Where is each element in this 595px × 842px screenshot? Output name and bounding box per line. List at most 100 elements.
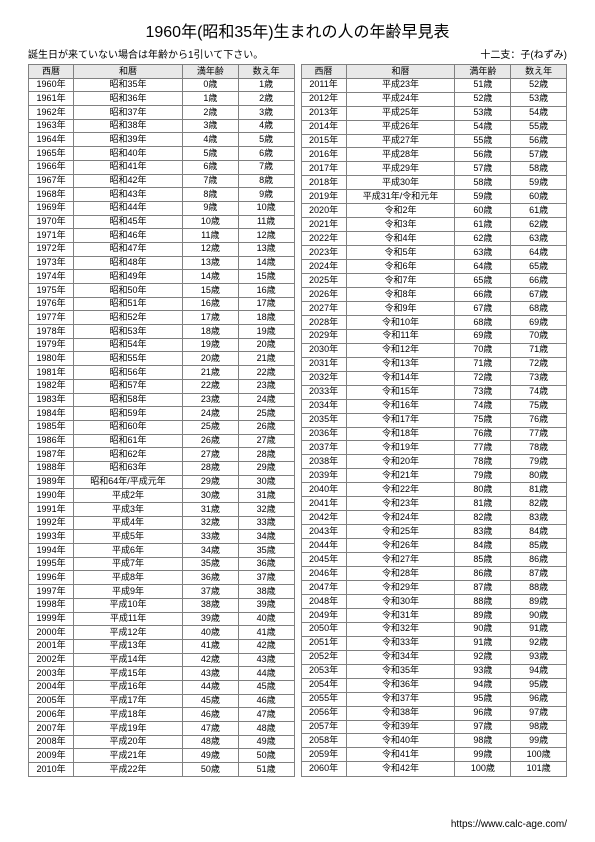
table-row: 2042年令和24年82歳83歳 (301, 511, 567, 525)
table-cell: 53歳 (455, 106, 511, 120)
table-cell: 昭和44年 (74, 201, 183, 215)
table-cell: 1991年 (29, 503, 74, 517)
table-cell: 昭和58年 (74, 393, 183, 407)
table-cell: 43歳 (182, 667, 238, 681)
table-cell: 24歳 (238, 393, 294, 407)
table-cell: 令和37年 (346, 692, 455, 706)
table-cell: 2047年 (301, 581, 346, 595)
table-cell: 40歳 (182, 626, 238, 640)
table-row: 2059年令和41年99歳100歳 (301, 748, 567, 762)
table-cell: 1970年 (29, 215, 74, 229)
table-cell: 令和42年 (346, 762, 455, 776)
table-cell: 令和12年 (346, 343, 455, 357)
table-row: 1975年昭和50年15歳16歳 (29, 284, 295, 298)
table-cell: 1982年 (29, 379, 74, 393)
table-cell: 76歳 (511, 413, 567, 427)
table-row: 2020年令和2年60歳61歳 (301, 204, 567, 218)
table-cell: 1993年 (29, 530, 74, 544)
table-cell: 88歳 (511, 581, 567, 595)
col-wareki: 和暦 (74, 65, 183, 79)
table-row: 2026年令和8年66歳67歳 (301, 287, 567, 301)
table-row: 1962年昭和37年2歳3歳 (29, 106, 295, 120)
table-cell: 2030年 (301, 343, 346, 357)
table-cell: 50歳 (238, 749, 294, 763)
table-cell: 平成9年 (74, 585, 183, 599)
table-cell: 2000年 (29, 626, 74, 640)
table-row: 1963年昭和38年3歳4歳 (29, 119, 295, 133)
table-cell: 1992年 (29, 516, 74, 530)
table-row: 1973年昭和48年13歳14歳 (29, 256, 295, 270)
table-row: 2060年令和42年100歳101歳 (301, 762, 567, 776)
table-row: 2048年令和30年88歳89歳 (301, 594, 567, 608)
table-row: 1968年昭和43年8歳9歳 (29, 188, 295, 202)
table-cell: 2014年 (301, 120, 346, 134)
table-cell: 58歳 (511, 162, 567, 176)
table-cell: 昭和62年 (74, 448, 183, 462)
table-cell: 1996年 (29, 571, 74, 585)
table-row: 1990年平成2年30歳31歳 (29, 489, 295, 503)
table-cell: 33歳 (182, 530, 238, 544)
table-cell: 21歳 (182, 366, 238, 380)
table-cell: 2060年 (301, 762, 346, 776)
table-cell: 48歳 (182, 735, 238, 749)
table-cell: 1969年 (29, 201, 74, 215)
table-cell: 令和26年 (346, 539, 455, 553)
col-western: 西暦 (301, 65, 346, 79)
table-row: 2052年令和34年92歳93歳 (301, 650, 567, 664)
table-cell: 17歳 (238, 297, 294, 311)
table-cell: 31歳 (238, 489, 294, 503)
table-row: 2019年平成31年/令和元年59歳60歳 (301, 190, 567, 204)
table-cell: 昭和59年 (74, 407, 183, 421)
table-row: 2045年令和27年85歳86歳 (301, 553, 567, 567)
table-cell: 令和35年 (346, 664, 455, 678)
table-cell: 59歳 (511, 176, 567, 190)
table-cell: 75歳 (511, 399, 567, 413)
table-cell: 38歳 (238, 585, 294, 599)
table-row: 2056年令和38年96歳97歳 (301, 706, 567, 720)
table-cell: 令和24年 (346, 511, 455, 525)
table-cell: 令和28年 (346, 567, 455, 581)
table-cell: 令和41年 (346, 748, 455, 762)
table-cell: 1997年 (29, 585, 74, 599)
table-cell: 48歳 (238, 722, 294, 736)
table-cell: 58歳 (455, 176, 511, 190)
table-row: 2051年令和33年91歳92歳 (301, 636, 567, 650)
table-cell: 1974年 (29, 270, 74, 284)
table-cell: 平成23年 (346, 78, 455, 92)
table-cell: 昭和61年 (74, 434, 183, 448)
table-cell: 101歳 (511, 762, 567, 776)
table-cell: 36歳 (182, 571, 238, 585)
table-cell: 1966年 (29, 160, 74, 174)
table-row: 1983年昭和58年23歳24歳 (29, 393, 295, 407)
table-row: 1997年平成9年37歳38歳 (29, 585, 295, 599)
table-cell: 97歳 (511, 706, 567, 720)
table-cell: 37歳 (182, 585, 238, 599)
age-table-left: 西暦 和暦 満年齢 数え年 1960年昭和35年0歳1歳1961年昭和36年1歳… (28, 64, 295, 777)
table-row: 2008年平成20年48歳49歳 (29, 735, 295, 749)
table-row: 2015年平成27年55歳56歳 (301, 134, 567, 148)
table-cell: 76歳 (455, 427, 511, 441)
table-cell: 2041年 (301, 497, 346, 511)
table-cell: 平成30年 (346, 176, 455, 190)
table-cell: 昭和63年 (74, 461, 183, 475)
table-cell: 26歳 (182, 434, 238, 448)
table-cell: 83歳 (511, 511, 567, 525)
table-cell: 昭和40年 (74, 147, 183, 161)
table-cell: 34歳 (182, 544, 238, 558)
table-cell: 2017年 (301, 162, 346, 176)
table-row: 1994年平成6年34歳35歳 (29, 544, 295, 558)
table-cell: 令和25年 (346, 525, 455, 539)
table-row: 1972年昭和47年12歳13歳 (29, 242, 295, 256)
table-cell: 95歳 (511, 678, 567, 692)
table-row: 2047年令和29年87歳88歳 (301, 581, 567, 595)
table-cell: 22歳 (182, 379, 238, 393)
table-header-row: 西暦 和暦 満年齢 数え年 (29, 65, 295, 79)
table-row: 2024年令和6年64歳65歳 (301, 260, 567, 274)
table-cell: 73歳 (511, 371, 567, 385)
table-cell: 4歳 (182, 133, 238, 147)
table-cell: 2032年 (301, 371, 346, 385)
table-cell: 13歳 (238, 242, 294, 256)
table-cell: 49歳 (238, 735, 294, 749)
table-cell: 2015年 (301, 134, 346, 148)
table-cell: 60歳 (511, 190, 567, 204)
